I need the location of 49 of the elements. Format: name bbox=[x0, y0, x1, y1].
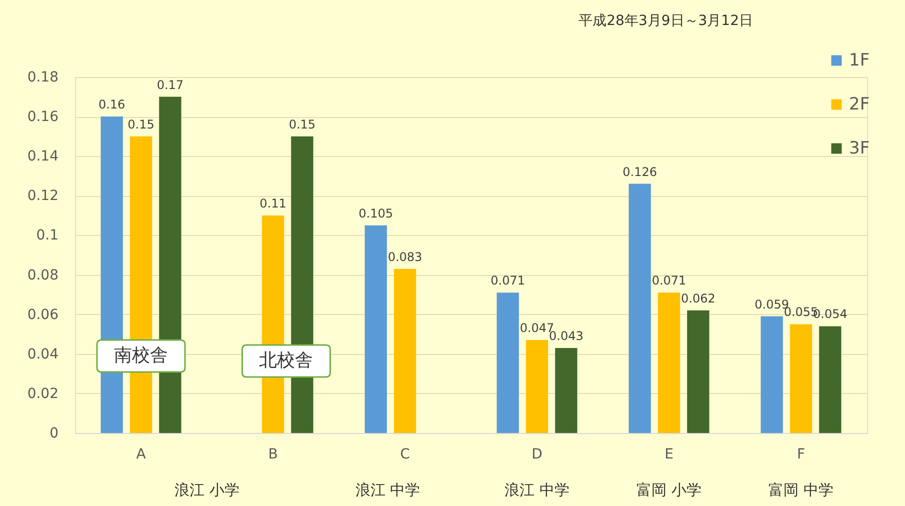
data-label: 0.062 bbox=[680, 291, 716, 306]
legend-label: 3F bbox=[849, 138, 870, 158]
x-tick-label: D bbox=[532, 446, 542, 462]
y-tick-label: 0.18 bbox=[27, 70, 58, 86]
x-tick-label: B bbox=[268, 446, 278, 462]
data-label: 0.11 bbox=[260, 196, 286, 210]
data-label: 0.071 bbox=[652, 274, 686, 288]
x-tick-label: A bbox=[136, 446, 146, 462]
y-tick-label: 0.06 bbox=[27, 306, 59, 323]
data-label: 0.105 bbox=[358, 206, 394, 220]
data-label: 0.15 bbox=[128, 117, 154, 132]
x-tick-label: C bbox=[400, 446, 410, 462]
bar bbox=[790, 324, 812, 433]
data-label: 0.126 bbox=[622, 164, 658, 179]
chart-title: 平成28年3月9日～3月12日 bbox=[578, 13, 753, 29]
bar bbox=[628, 184, 651, 433]
y-tick-label: 0.16 bbox=[27, 109, 59, 126]
bar bbox=[760, 316, 783, 433]
text: 富岡 中学 bbox=[768, 481, 834, 499]
y-tick-label: 0.02 bbox=[27, 386, 58, 402]
data-label: 0.17 bbox=[156, 78, 184, 92]
data-label: 0.071 bbox=[490, 274, 526, 288]
y-tick-label: 0.12 bbox=[27, 188, 58, 204]
bar bbox=[364, 225, 387, 433]
legend-label: 2F bbox=[849, 94, 870, 114]
bar bbox=[687, 310, 710, 433]
text: 浪江 中学 bbox=[355, 481, 420, 499]
y-tick-label: 0 bbox=[50, 426, 58, 442]
data-label: 0.083 bbox=[388, 250, 422, 264]
y-tick-label: 0.08 bbox=[27, 267, 58, 284]
legend-label: 1F bbox=[849, 50, 870, 70]
bar bbox=[555, 348, 578, 433]
y-tick-label: 0.14 bbox=[27, 148, 59, 165]
data-label: 0.15 bbox=[288, 117, 316, 132]
bar bbox=[658, 292, 680, 433]
text: 浪江 小学 bbox=[174, 481, 240, 499]
data-label: 0.16 bbox=[98, 98, 126, 112]
text: 浪江 中学 bbox=[504, 481, 570, 499]
bar bbox=[394, 268, 416, 433]
x-tick-label: E bbox=[664, 446, 674, 462]
bar bbox=[819, 326, 842, 433]
x-tick-label: F bbox=[796, 446, 806, 462]
y-tick-label: 0.04 bbox=[27, 346, 59, 362]
annotation: 南校舎 bbox=[114, 345, 168, 366]
bar bbox=[526, 340, 548, 433]
annotation: 北校舎 bbox=[259, 350, 314, 371]
bar bbox=[496, 292, 519, 433]
text: 富岡 小学 bbox=[636, 481, 702, 499]
y-tick-label: 0.1 bbox=[36, 228, 58, 244]
